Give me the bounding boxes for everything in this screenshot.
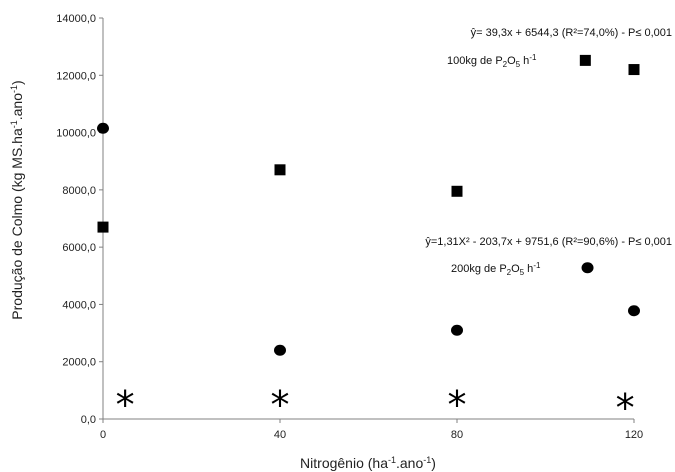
circle-data-point [451, 324, 463, 336]
series-label-circle: 200kg de P2O5 h-1 [451, 261, 541, 277]
legend-markers [579, 54, 594, 274]
square-data-point [274, 164, 286, 176]
significance-asterisk: * [116, 383, 135, 427]
y-tick-label: 8000,0 [62, 185, 96, 197]
label-circle-sup: -1 [533, 261, 541, 270]
x-tick-label: 0 [100, 429, 106, 441]
x-title-pre: Nitrogênio (ha [300, 455, 388, 471]
y-tick-label: 6000,0 [62, 242, 96, 254]
square-data-point [628, 64, 640, 76]
x-title-sup1: -1 [388, 455, 396, 465]
y-title-pre: Produção de Colmo (kg MS.ha [9, 128, 25, 320]
y-tick-label: 10000,0 [56, 128, 96, 140]
y-tick-label: 14000,0 [56, 13, 96, 25]
y-title-mid: .ano [9, 93, 25, 120]
significance-asterisk: * [616, 386, 635, 430]
series-label-square: 100kg de P2O5 h-1 [447, 53, 537, 69]
circle-data-point [97, 122, 109, 134]
y-title-post: ) [9, 80, 25, 85]
label-circle-post: h [524, 263, 533, 275]
square-data-point [451, 185, 463, 197]
series-100kg-p2o5 [97, 64, 640, 233]
label-square-sub2: 5 [516, 60, 521, 69]
y-title-sup2: -1 [9, 85, 19, 93]
significance-asterisk: * [271, 383, 290, 427]
label-square-pre: 100kg de P [447, 55, 503, 67]
x-axis-title: Nitrogênio (ha-1.ano-1) [300, 455, 436, 471]
label-circle-sub1: 2 [507, 268, 512, 277]
x-tick-label: 120 [625, 429, 643, 441]
x-title-post: ) [431, 455, 436, 471]
label-circle-sub2: 5 [520, 268, 525, 277]
y-tick-label: 2000,0 [62, 357, 96, 369]
significance-asterisks: * * * * [116, 383, 635, 430]
label-square-mid: O [507, 55, 516, 67]
x-title-sup2: -1 [423, 455, 431, 465]
y-title-sup1: -1 [9, 120, 19, 128]
significance-asterisk: * [448, 383, 467, 427]
label-square-sub1: 2 [503, 60, 508, 69]
x-tick-label: 80 [451, 429, 463, 441]
circle-legend-marker [581, 262, 594, 274]
regression-equation-square: ŷ= 39,3x + 6544,3 (R²=74,0%) - P≤ 0,001 [471, 27, 672, 39]
y-tick-label: 4000,0 [62, 299, 96, 311]
circle-data-point [628, 305, 640, 317]
y-tick-label: 0,0 [81, 414, 96, 426]
series-200kg-p2o5 [97, 122, 640, 356]
regression-equation-circle: ŷ=1,31X² - 203,7x + 9751,6 (R²=90,6%) - … [425, 236, 672, 248]
y-tick-label: 12000,0 [56, 70, 96, 82]
label-circle-mid: O [511, 263, 520, 275]
y-axis-title: Produção de Colmo (kg MS.ha-1.ano-1) [9, 80, 25, 319]
square-data-point [97, 221, 109, 233]
label-square-post: h [520, 55, 529, 67]
label-circle-pre: 200kg de P [451, 263, 507, 275]
y-tick-group: 0,0 2000,0 4000,0 6000,0 8000,0 10000,0 12000,… [56, 13, 103, 426]
circle-data-point [274, 344, 286, 356]
square-legend-marker [579, 54, 591, 66]
x-title-mid: .ano [396, 455, 423, 471]
x-tick-group: 0 40 80 120 [100, 419, 643, 441]
x-tick-label: 40 [274, 429, 286, 441]
label-square-sup: -1 [529, 53, 537, 62]
